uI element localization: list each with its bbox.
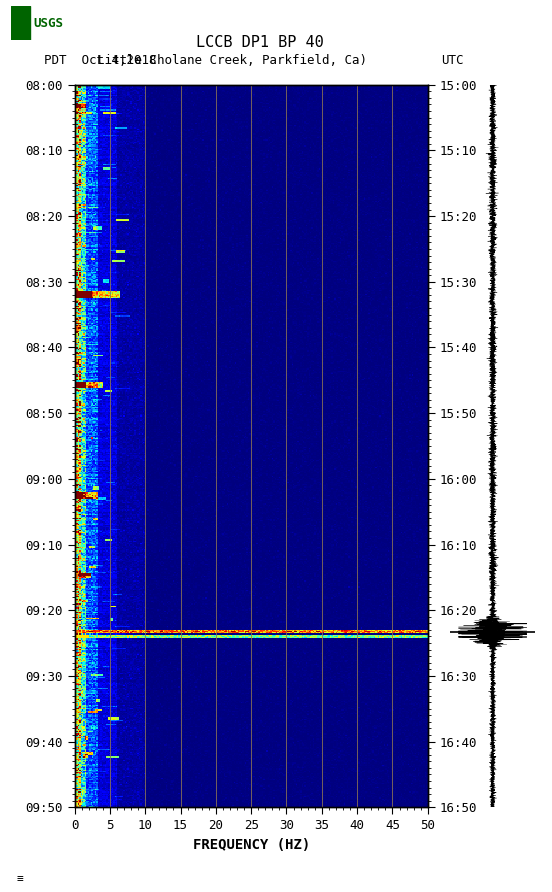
Text: UTC: UTC bbox=[442, 54, 464, 67]
Text: Little Cholane Creek, Parkfield, Ca): Little Cholane Creek, Parkfield, Ca) bbox=[97, 54, 367, 67]
Text: ≡: ≡ bbox=[17, 873, 23, 884]
Text: PDT  Oct 4,2018: PDT Oct 4,2018 bbox=[44, 54, 157, 67]
Text: USGS: USGS bbox=[33, 17, 63, 29]
Text: LCCB DP1 BP 40: LCCB DP1 BP 40 bbox=[195, 36, 323, 50]
Bar bbox=[11, 6, 30, 40]
X-axis label: FREQUENCY (HZ): FREQUENCY (HZ) bbox=[193, 838, 310, 852]
